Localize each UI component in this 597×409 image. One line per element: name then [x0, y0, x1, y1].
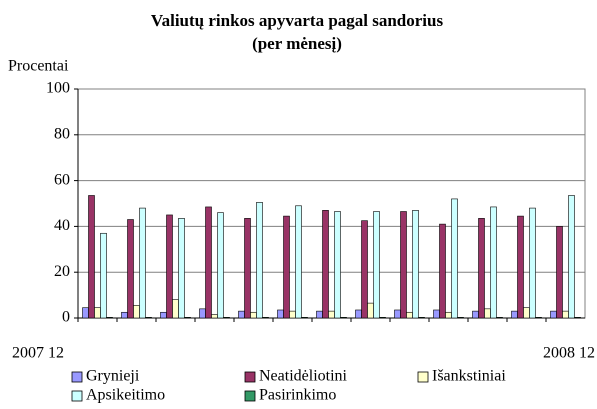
bar	[328, 310, 335, 319]
bar	[394, 309, 401, 319]
bar	[160, 311, 167, 319]
legend-label: Pasirinkimo	[259, 387, 336, 404]
bar	[205, 206, 212, 319]
chart-subtitle: (per mėnesį)	[252, 34, 342, 53]
y-tick-label: 60	[54, 171, 70, 188]
bar	[211, 314, 218, 319]
bar	[184, 317, 191, 319]
bar	[457, 317, 464, 319]
bar	[361, 220, 368, 319]
bar	[556, 226, 563, 319]
bar	[145, 317, 152, 319]
y-axis-label: Procentai	[8, 58, 69, 75]
bar	[445, 311, 452, 319]
bar	[367, 302, 374, 319]
bar	[199, 308, 206, 319]
bar	[472, 310, 479, 319]
y-tick-label: 20	[54, 263, 70, 280]
bar	[178, 218, 185, 319]
bar	[529, 207, 536, 319]
bar	[217, 212, 224, 319]
y-tick-label: 100	[46, 80, 70, 97]
bar	[334, 211, 341, 319]
bar	[256, 202, 263, 319]
bar	[523, 307, 530, 319]
bar	[412, 210, 419, 319]
bar	[223, 317, 230, 319]
bar	[127, 219, 134, 319]
bar	[418, 317, 425, 319]
legend-swatch	[71, 371, 83, 383]
legend-label: Apsikeitimo	[86, 387, 165, 404]
bar	[283, 215, 290, 319]
bar	[277, 309, 284, 319]
bar	[322, 210, 329, 319]
y-tick-label: 0	[62, 309, 70, 326]
bar	[451, 198, 458, 319]
bar	[517, 215, 524, 319]
bar	[490, 206, 497, 319]
y-tick-label: 40	[54, 217, 70, 234]
x-tick-label: 2008 12	[543, 345, 595, 362]
bar	[562, 310, 569, 319]
y-tick-label: 80	[54, 125, 70, 142]
bar	[88, 195, 95, 319]
bar	[106, 317, 113, 319]
bar	[406, 311, 413, 319]
bar	[295, 205, 302, 319]
bar	[301, 317, 308, 319]
bar	[568, 195, 575, 319]
bar	[316, 310, 323, 319]
bar	[400, 211, 407, 319]
bar	[82, 307, 89, 319]
bar	[340, 317, 347, 319]
legend-label: Išankstiniai	[432, 368, 506, 385]
bar	[373, 211, 380, 319]
bar	[238, 310, 245, 319]
bar	[496, 317, 503, 319]
legend-label: Neatidėliotini	[259, 368, 348, 385]
bar	[94, 307, 101, 319]
bar	[133, 305, 140, 319]
bar	[139, 207, 146, 319]
x-tick-label: 2007 12	[12, 345, 64, 362]
legend-label: Grynieji	[86, 368, 140, 385]
bar	[100, 232, 107, 319]
bar	[439, 223, 446, 319]
legend-swatch	[244, 390, 256, 402]
bar	[244, 218, 251, 319]
bar	[262, 317, 269, 319]
bar	[433, 309, 440, 319]
bar	[535, 317, 542, 319]
bar	[484, 308, 491, 319]
chart-title: Valiutų rinkos apyvarta pagal sandorius	[151, 11, 444, 30]
bar	[550, 310, 557, 319]
legend-swatch	[244, 371, 256, 383]
legend-swatch	[417, 371, 429, 383]
bar	[574, 317, 581, 319]
plot-area	[77, 88, 586, 319]
bar	[166, 214, 173, 319]
bar	[172, 299, 179, 319]
legend-swatch	[71, 390, 83, 402]
bar	[355, 309, 362, 319]
bar	[478, 218, 485, 319]
bar	[379, 317, 386, 319]
bar	[511, 310, 518, 319]
bar	[250, 311, 257, 319]
bar	[289, 310, 296, 319]
bar	[121, 311, 128, 319]
